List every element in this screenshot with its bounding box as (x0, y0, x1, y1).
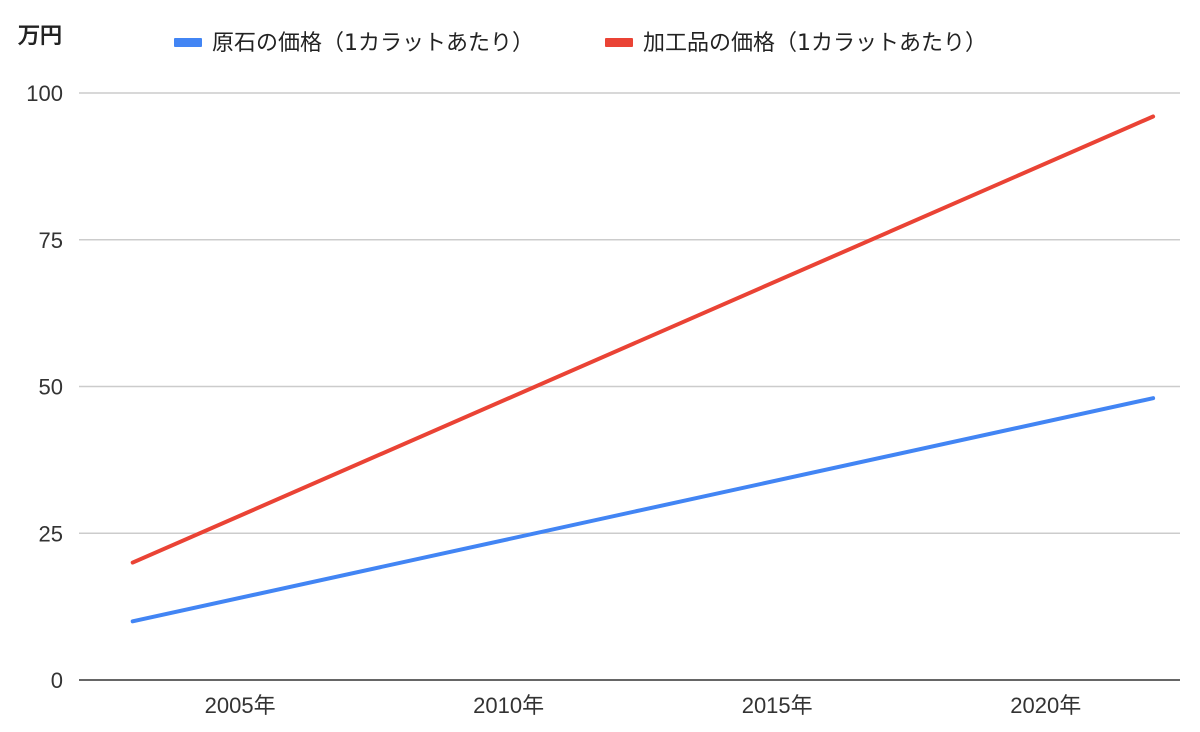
y-tick-label: 100 (26, 81, 63, 106)
y-tick-label: 75 (39, 228, 63, 253)
y-tick-label: 25 (39, 521, 63, 546)
legend-swatch-1 (605, 38, 633, 47)
x-tick-label: 2020年 (1010, 693, 1081, 718)
y-tick-label: 0 (51, 668, 63, 693)
series-line-1 (130, 114, 1156, 565)
legend-label-0: 原石の価格（1カラットあたり） (212, 31, 534, 56)
x-tick-label: 2010年 (473, 693, 544, 718)
legend-label-1: 加工品の価格（1カラットあたり） (643, 31, 987, 56)
y-unit-label: 万円 (17, 24, 62, 49)
x-axis-ticks: 2005年 2010年 2015年 2020年 (205, 693, 1082, 718)
series-line-0 (130, 396, 1156, 624)
legend: 原石の価格（1カラットあたり） 加工品の価格（1カラットあたり） (174, 31, 987, 56)
legend-swatch-0 (174, 38, 202, 47)
gridlines (79, 92, 1180, 534)
y-axis-ticks: 0 25 50 75 100 (26, 81, 63, 693)
y-tick-label: 50 (39, 375, 63, 400)
x-tick-label: 2015年 (742, 693, 813, 718)
series-lines (130, 114, 1156, 624)
x-tick-label: 2005年 (205, 693, 276, 718)
